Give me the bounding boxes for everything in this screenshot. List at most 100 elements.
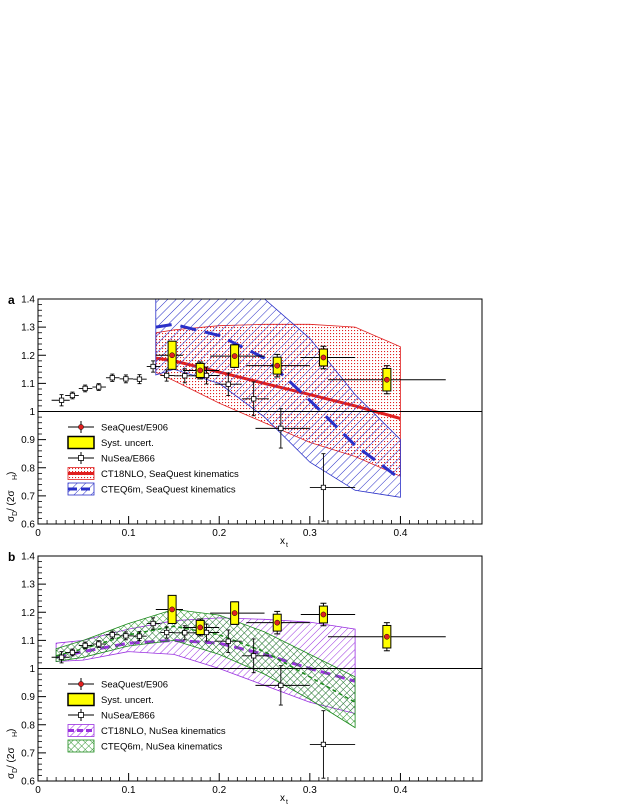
legend-label: CTEQ6m, NuSea kinematics [101, 742, 223, 753]
band-area-crosshatch [56, 609, 356, 728]
nusea-point [160, 626, 174, 639]
nusea-point [51, 651, 70, 664]
nusea-marker [278, 425, 284, 431]
nusea-point [119, 374, 134, 384]
y-label-close: ) [6, 729, 17, 732]
nusea-point [78, 384, 93, 393]
nusea-point [78, 641, 93, 650]
nusea-marker [182, 630, 188, 636]
y-tick-label: 1 [29, 407, 35, 418]
legend-label: SeaQuest/E906 [101, 680, 168, 691]
legend-item: CT18NLO, NuSea kinematics [67, 724, 226, 737]
y-tick-label: 1.2 [21, 608, 35, 619]
nusea-point [255, 665, 310, 706]
seaquest-point [327, 622, 446, 652]
legend-label: SeaQuest/E906 [101, 423, 168, 434]
nusea-point [92, 640, 106, 648]
nusea-marker [251, 653, 257, 659]
nusea-point [133, 631, 147, 642]
nusea-marker [69, 392, 76, 399]
nusea-marker [320, 484, 327, 491]
nusea-marker [123, 633, 129, 639]
nusea-marker [251, 396, 257, 402]
legend-item: SeaQuest/E906 [68, 421, 168, 434]
seaquest-marker [197, 367, 204, 374]
legend-nusea-marker [78, 712, 84, 718]
seaquest-marker [231, 610, 238, 616]
y-tick-label: 1.2 [21, 351, 35, 362]
y-tick-label: 0.9 [21, 435, 35, 446]
x-axis-label-sub: t [286, 799, 288, 806]
seaquest-marker [320, 611, 327, 618]
nusea-marker [150, 363, 156, 370]
nusea-marker [278, 682, 284, 688]
seaquest-point [182, 618, 220, 637]
nusea-point [255, 408, 310, 449]
legend-label: CTEQ6m, SeaQuest kinematics [101, 485, 236, 496]
x-axis-label-sub: t [286, 542, 288, 549]
x-tick-label: 0.4 [393, 528, 407, 539]
nusea-marker [123, 376, 129, 382]
legend-nusea-marker [78, 455, 84, 461]
legend-label: NuSea/E866 [101, 711, 155, 722]
nusea-marker [164, 629, 170, 636]
nusea-marker [58, 654, 65, 660]
legend-item: NuSea/E866 [68, 452, 155, 465]
x-tick-label: 0.2 [212, 528, 226, 539]
x-tick-label: 0.3 [303, 785, 317, 796]
nusea-point [309, 453, 356, 522]
seaquest-marker [274, 362, 281, 369]
y-tick-label: 1.4 [21, 295, 35, 306]
nusea-marker [320, 741, 327, 748]
y-tick-label: 0.6 [21, 777, 35, 788]
legend-label: CT18NLO, NuSea kinematics [101, 726, 226, 737]
legend-label: NuSea/E866 [101, 454, 155, 465]
nusea-marker [225, 638, 231, 644]
seaquest-marker [169, 606, 175, 613]
x-tick-label: 0.1 [122, 528, 136, 539]
seaquest-marker [320, 354, 327, 361]
y-label-sub-d: D [12, 511, 19, 516]
nusea-point [133, 374, 147, 385]
seaquest-point [155, 594, 183, 624]
legend-item: SeaQuest/E906 [68, 678, 168, 691]
nusea-marker [109, 375, 115, 381]
nusea-marker [136, 376, 143, 382]
y-label-sub-h: H [12, 732, 19, 737]
nusea-point [92, 383, 106, 391]
y-tick-label: 0.6 [21, 520, 35, 531]
y-label-close: ) [6, 472, 17, 475]
nusea-marker [136, 633, 143, 639]
nusea-point [241, 638, 270, 674]
seaquest-marker [274, 619, 281, 626]
legend-item: CTEQ6m, SeaQuest kinematics [67, 482, 236, 496]
nusea-point [241, 381, 270, 417]
nusea-marker [82, 385, 88, 392]
nusea-marker [96, 384, 102, 390]
legend-seaquest-marker [78, 424, 84, 430]
legend-label: Syst. uncert. [101, 438, 154, 449]
nusea-marker [109, 632, 115, 638]
nusea-marker [96, 641, 102, 647]
seaquest-marker [169, 352, 175, 359]
y-tick-label: 0.7 [21, 748, 35, 759]
legend-item: Syst. uncert. [67, 435, 154, 450]
nusea-marker [69, 649, 76, 656]
legend-item: CTEQ6m, NuSea kinematics [67, 739, 223, 753]
x-tick-label: 0.2 [212, 785, 226, 796]
y-tick-label: 1.4 [21, 552, 35, 563]
seaquest-marker [197, 624, 204, 631]
y-label-mid: / (2σ [6, 490, 17, 511]
nusea-marker [225, 381, 231, 387]
legend-green-band-cross [68, 740, 94, 752]
panel-b: b 0 0.1 0.2 0.3 0.4 0.6 0.7 0.8 0.9 1 1.1 1.2 1.3 1.4 x… [6, 550, 483, 806]
y-axis-label: σD / (2σ H) [6, 729, 19, 779]
theory-band-2 [155, 299, 402, 498]
nusea-point [146, 617, 161, 630]
seaquest-point [155, 340, 183, 370]
y-tick-label: 1.3 [21, 323, 35, 334]
nusea-point [214, 629, 242, 653]
nusea-point [65, 391, 79, 400]
nusea-point [105, 373, 120, 382]
legend: SeaQuest/E906 Syst. uncert. NuSea/E866 CT18… [67, 678, 226, 753]
